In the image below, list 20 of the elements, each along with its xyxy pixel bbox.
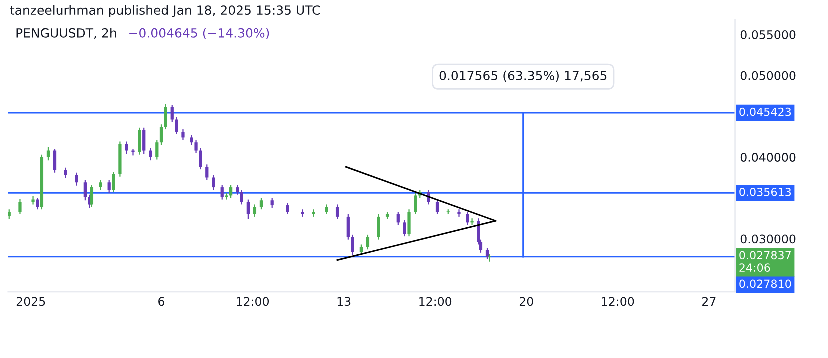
x-tick-label: 6 bbox=[158, 297, 165, 306]
x-tick-label: 12:00 bbox=[237, 297, 270, 306]
annotation: 0.017565 (63.35%) 17,565 bbox=[440, 70, 607, 82]
ref-line-label: 0.045423 bbox=[740, 108, 792, 116]
text: −0.004645 (−14.30%) bbox=[130, 28, 270, 40]
ref-line-label: 0.035613 bbox=[740, 188, 792, 196]
y-tick-label: 0.030000 bbox=[740, 234, 796, 244]
y-tick-label: 0.050000 bbox=[740, 71, 796, 80]
x-tick-label: 13 bbox=[338, 297, 351, 306]
text: tanzeelurhman published Jan 18, 2025 15:35 UTC bbox=[10, 5, 320, 18]
x-tick-label: 12:00 bbox=[602, 297, 634, 306]
y-tick-label: 0.040000 bbox=[740, 153, 796, 162]
x-tick-label: 12:00 bbox=[420, 297, 452, 306]
ref-line-label: 0.027837 24:06 bbox=[740, 251, 791, 272]
ref-line-label: 0.027810 bbox=[740, 280, 792, 288]
y-tick-label: 0.055000 bbox=[740, 30, 796, 40]
x-tick-label: 2025 bbox=[16, 297, 46, 306]
text: PENGUUSDT, 2h bbox=[16, 28, 116, 40]
x-tick-label: 20 bbox=[520, 297, 534, 306]
x-tick-label: 27 bbox=[702, 297, 716, 306]
